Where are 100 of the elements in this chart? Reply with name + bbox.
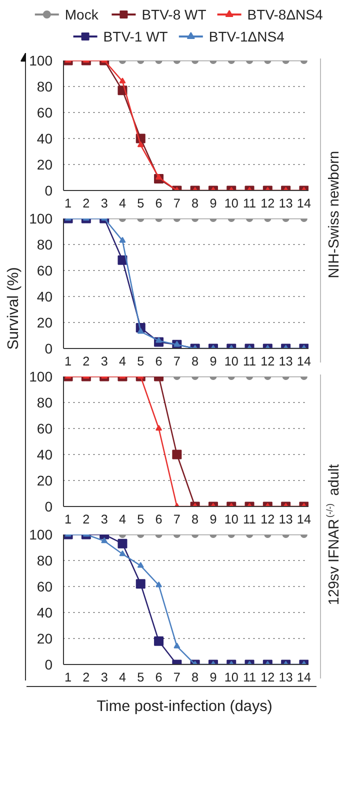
x-tick-label: 11 xyxy=(242,354,256,368)
x-tick-label: 12 xyxy=(260,512,275,526)
legend-label: Mock xyxy=(64,6,100,22)
y-tick-label: 40 xyxy=(36,604,53,620)
point xyxy=(174,642,180,648)
x-tick-label: 1 xyxy=(64,512,72,526)
x-tick-label: 11 xyxy=(242,196,256,210)
x-tick-label: 7 xyxy=(173,196,180,210)
x-tick-label: 1 xyxy=(64,670,72,684)
x-tick-label: 10 xyxy=(224,354,238,368)
y-tick-label: 60 xyxy=(36,578,53,594)
legend-label: BTV-8ΔNS4 xyxy=(247,6,324,22)
y-tick-label: 60 xyxy=(36,104,53,120)
y-tick-label: 0 xyxy=(44,182,53,198)
x-tick-label: 10 xyxy=(224,670,238,684)
point xyxy=(137,141,144,148)
x-tick-label: 2 xyxy=(82,196,90,210)
x-tick-label: 2 xyxy=(82,354,90,368)
y-tick-label: 40 xyxy=(36,288,53,304)
y-tick-label: 80 xyxy=(36,552,53,568)
x-tick-label: 8 xyxy=(192,196,199,210)
y-tick-label: 20 xyxy=(36,472,53,488)
y-tick-label: 100 xyxy=(29,210,53,226)
y-tick-label: 40 xyxy=(36,446,53,462)
y-tick-label: 60 xyxy=(36,262,53,278)
x-tick-label: 3 xyxy=(100,354,108,368)
point xyxy=(156,424,162,431)
x-tick-label: 12 xyxy=(260,354,275,368)
point xyxy=(136,579,146,589)
x-tick-label: 9 xyxy=(210,354,217,368)
y-tick-label: 80 xyxy=(36,236,53,252)
y-axis-title: Survival (%) xyxy=(5,267,22,350)
x-tick-label: 14 xyxy=(296,512,311,526)
x-tick-label: 8 xyxy=(192,512,199,526)
x-tick-label: 8 xyxy=(192,354,199,368)
x-tick-label: 5 xyxy=(137,354,144,368)
x-tick-label: 4 xyxy=(118,670,126,684)
y-tick-label: 100 xyxy=(29,368,53,384)
x-tick-label: 13 xyxy=(278,512,293,526)
point xyxy=(156,337,162,343)
x-tick-label: 7 xyxy=(173,512,180,526)
x-tick-label: 4 xyxy=(118,512,126,526)
x-tick-label: 13 xyxy=(278,354,293,368)
x-tick-label: 10 xyxy=(224,512,238,526)
x-tick-label: 14 xyxy=(296,354,311,368)
text: 129sv IFNAR(-/-) adult xyxy=(324,464,342,606)
y-tick-label: 80 xyxy=(36,78,53,94)
y-tick-label: 100 xyxy=(29,52,53,68)
legend-label: BTV-1 WT xyxy=(103,28,168,44)
x-tick-label: 1 xyxy=(64,354,72,368)
x-tick-label: 7 xyxy=(173,670,180,684)
point xyxy=(137,328,144,334)
x-tick-label: 11 xyxy=(242,512,256,526)
point xyxy=(154,636,164,646)
x-tick-label: 12 xyxy=(260,196,275,210)
x-tick-label: 2 xyxy=(82,512,90,526)
x-tick-label: 5 xyxy=(137,196,144,210)
x-axis-title: Time post-infection (days) xyxy=(96,698,272,715)
x-tick-label: 11 xyxy=(242,670,256,684)
x-tick-label: 8 xyxy=(192,670,199,684)
x-tick-label: 7 xyxy=(173,354,180,368)
x-tick-label: 1 xyxy=(64,196,72,210)
y-tick-label: 40 xyxy=(36,130,53,146)
y-tick-label: 20 xyxy=(36,630,53,646)
x-tick-label: 10 xyxy=(224,196,238,210)
x-tick-label: 6 xyxy=(155,512,162,526)
y-tick-label: 0 xyxy=(44,656,53,672)
y-tick-label: 60 xyxy=(36,420,53,436)
x-tick-label: 14 xyxy=(296,670,311,684)
y-tick-label: 100 xyxy=(29,526,53,542)
y-tick-label: 80 xyxy=(36,394,53,410)
x-tick-label: 3 xyxy=(100,196,108,210)
legend-label: BTV-8 WT xyxy=(142,6,207,22)
x-tick-label: 12 xyxy=(260,670,275,684)
point xyxy=(137,562,144,568)
x-tick-label: 6 xyxy=(155,670,162,684)
x-tick-label: 13 xyxy=(278,670,293,684)
x-tick-label: 13 xyxy=(278,196,293,210)
y-tick-label: 0 xyxy=(44,498,53,514)
x-tick-label: 4 xyxy=(118,354,126,368)
x-tick-label: 9 xyxy=(210,670,217,684)
x-tick-label: 5 xyxy=(137,670,144,684)
point xyxy=(172,450,182,460)
y-tick-label: 20 xyxy=(36,156,53,172)
x-tick-label: 3 xyxy=(100,670,108,684)
y-tick-label: 20 xyxy=(36,314,53,330)
x-tick-label: 6 xyxy=(155,196,162,210)
x-tick-label: 2 xyxy=(82,670,90,684)
x-tick-label: 5 xyxy=(137,512,144,526)
x-tick-label: 9 xyxy=(210,196,217,210)
x-tick-label: 9 xyxy=(210,512,217,526)
text: NIH-Swiss newborn xyxy=(326,150,342,278)
x-tick-label: 6 xyxy=(155,354,162,368)
point xyxy=(156,582,162,588)
legend-label: BTV-1ΔNS4 xyxy=(208,28,285,44)
x-tick-label: 14 xyxy=(296,196,311,210)
x-tick-label: 4 xyxy=(118,196,126,210)
y-tick-label: 0 xyxy=(44,340,53,356)
x-tick-label: 3 xyxy=(100,512,108,526)
point xyxy=(156,174,162,180)
